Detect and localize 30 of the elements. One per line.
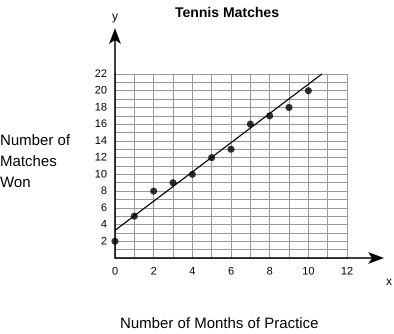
point (112, 238, 118, 245)
y-tick-label: 4 (100, 218, 107, 231)
point (304, 87, 312, 94)
point (228, 146, 234, 153)
y-tick-label: 14 (94, 134, 107, 147)
y-tick-label: 6 (100, 202, 107, 214)
y-axis-title: Number of Matches Won (0, 132, 74, 191)
x-tick-label: 0 (112, 266, 118, 278)
y-tick-label: 20 (94, 84, 107, 97)
x-tick-label: 12 (340, 266, 354, 278)
point (150, 188, 158, 195)
x-tick-label: 6 (228, 266, 234, 278)
chart-title: Tennis Matches (175, 4, 280, 20)
y-tick-label: 22 (94, 68, 107, 80)
x-tick-label: 4 (189, 266, 196, 278)
y-tick-label: 2 (100, 235, 107, 248)
point (246, 120, 254, 128)
point (170, 179, 176, 186)
x-tick-label: 8 (266, 266, 273, 278)
y-tick-label: 18 (94, 101, 107, 114)
y-tick-label: 10 (94, 168, 107, 180)
x-tick-label: 10 (302, 266, 314, 278)
x-tick-label: 2 (150, 266, 157, 278)
y-tick-label: 8 (100, 185, 107, 198)
text: x (386, 274, 392, 288)
y-tick-label: 16 (94, 118, 107, 130)
text: y (112, 9, 118, 23)
x-axis-title: Number of Months of Practice (120, 315, 318, 332)
point (286, 104, 292, 111)
y-tick-label: 12 (94, 152, 107, 164)
